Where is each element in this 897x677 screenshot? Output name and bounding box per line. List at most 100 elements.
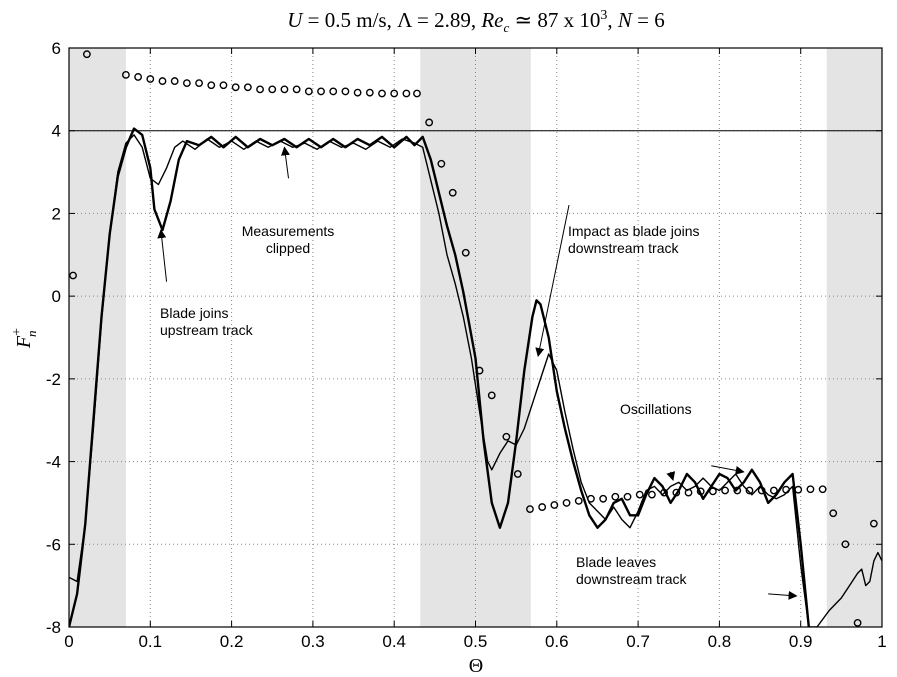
data-marker xyxy=(635,490,644,499)
shaded-region-0 xyxy=(69,48,126,627)
data-marker xyxy=(69,271,77,280)
x-tick-label: 0.3 xyxy=(301,632,325,651)
data-marker xyxy=(587,494,595,503)
data-marker xyxy=(550,501,559,509)
data-marker xyxy=(390,89,399,98)
data-marker xyxy=(502,432,511,441)
x-tick-label: 0 xyxy=(64,632,73,651)
data-marker xyxy=(425,118,434,127)
data-marker xyxy=(782,485,790,494)
data-marker xyxy=(219,81,228,90)
data-marker xyxy=(806,485,815,494)
data-marker xyxy=(170,77,179,85)
data-marker xyxy=(869,519,878,528)
data-marker xyxy=(353,88,362,97)
x-tick-label: 0.5 xyxy=(464,632,488,651)
x-tick-label: 0.8 xyxy=(708,632,732,651)
data-marker xyxy=(304,87,313,96)
data-marker xyxy=(243,83,252,92)
data-marker xyxy=(562,499,571,507)
annotation-arrow xyxy=(281,146,290,179)
data-marker xyxy=(146,75,155,83)
x-tick-label: 0.9 xyxy=(789,632,813,651)
data-marker xyxy=(158,77,167,85)
data-marker xyxy=(134,73,143,81)
x-ticks: 0 0.1 0.2 0.3 0.4 0.5 0.6 0.7 0.8 0.9 1 xyxy=(64,48,887,651)
x-tick-label: 0.6 xyxy=(545,632,569,651)
data-marker xyxy=(733,486,742,495)
y-axis-label: F+n xyxy=(10,328,39,349)
data-marker xyxy=(341,87,350,96)
data-marker xyxy=(231,83,240,92)
annotations: Measurements clipped Blade joins upstream t… xyxy=(157,146,798,600)
data-marker xyxy=(696,487,705,496)
data-marker xyxy=(329,87,338,96)
data-marker xyxy=(378,89,386,98)
y-tick-label: 0 xyxy=(52,287,61,306)
data-marker xyxy=(721,486,729,495)
annotation-arrow xyxy=(535,205,570,357)
annotation-arrow xyxy=(711,465,745,475)
annotation-arrow xyxy=(666,471,676,482)
data-marker xyxy=(195,79,203,88)
y-tick-label: 6 xyxy=(52,39,61,58)
data-marker xyxy=(268,85,277,94)
data-marker xyxy=(82,50,91,59)
series-group xyxy=(69,50,882,627)
data-marker xyxy=(122,70,130,79)
data-marker xyxy=(448,188,457,197)
data-marker xyxy=(611,492,620,501)
y-ticks: -8 -6 -4 -2 0 2 4 6 xyxy=(46,39,882,637)
shaded-region-2 xyxy=(826,48,882,627)
data-marker xyxy=(599,494,608,503)
y-tick-label: -4 xyxy=(46,453,61,472)
data-marker xyxy=(402,89,411,98)
data-marker xyxy=(745,486,754,495)
data-marker xyxy=(437,159,446,168)
data-marker xyxy=(672,488,681,497)
data-marker xyxy=(853,618,862,627)
data-marker xyxy=(292,85,301,94)
data-marker xyxy=(841,540,850,549)
data-marker xyxy=(574,496,583,505)
data-marker xyxy=(648,490,656,499)
y-tick-label: -2 xyxy=(46,370,61,389)
x-axis-label: Θ xyxy=(469,655,483,677)
data-marker xyxy=(182,79,191,88)
annotation-label: Measurements clipped xyxy=(242,223,335,256)
data-marker xyxy=(365,88,374,97)
y-tick-label: 4 xyxy=(52,122,61,141)
annotation-arrow xyxy=(768,590,798,600)
x-tick-label: 0.7 xyxy=(626,632,650,651)
x-tick-label: 0.4 xyxy=(382,632,406,651)
annotation-arrow xyxy=(157,229,168,282)
data-marker xyxy=(623,492,632,501)
data-marker xyxy=(513,470,522,478)
x-tick-label: 1 xyxy=(877,632,886,651)
y-tick-label: 2 xyxy=(52,204,61,223)
data-marker xyxy=(684,488,693,497)
data-marker xyxy=(317,87,325,96)
data-marker xyxy=(461,248,470,257)
x-tick-label: 0.1 xyxy=(138,632,162,651)
annotation-label: Blade leaves downstream track xyxy=(576,554,687,587)
chart-title: U = 0.5 m/s, Λ = 2.89, Rec ≃ 87 x 103, N… xyxy=(287,8,665,35)
data-marker xyxy=(818,485,827,494)
annotation-label: Blade joins upstream track xyxy=(160,305,254,338)
data-marker xyxy=(660,488,669,497)
data-marker xyxy=(769,486,778,495)
data-marker xyxy=(538,503,547,511)
x-tick-label: 0.2 xyxy=(220,632,244,651)
data-marker xyxy=(280,85,289,94)
annotation-label: Impact as blade joins downstream track xyxy=(568,223,700,256)
y-tick-label: -6 xyxy=(46,535,61,554)
data-marker xyxy=(829,509,838,518)
series-line-1 xyxy=(69,134,882,627)
data-marker xyxy=(708,487,717,496)
data-marker xyxy=(757,486,766,495)
data-marker xyxy=(526,505,534,514)
data-marker xyxy=(794,485,803,494)
annotation-label: Oscillations xyxy=(620,401,692,417)
data-marker xyxy=(475,366,484,375)
